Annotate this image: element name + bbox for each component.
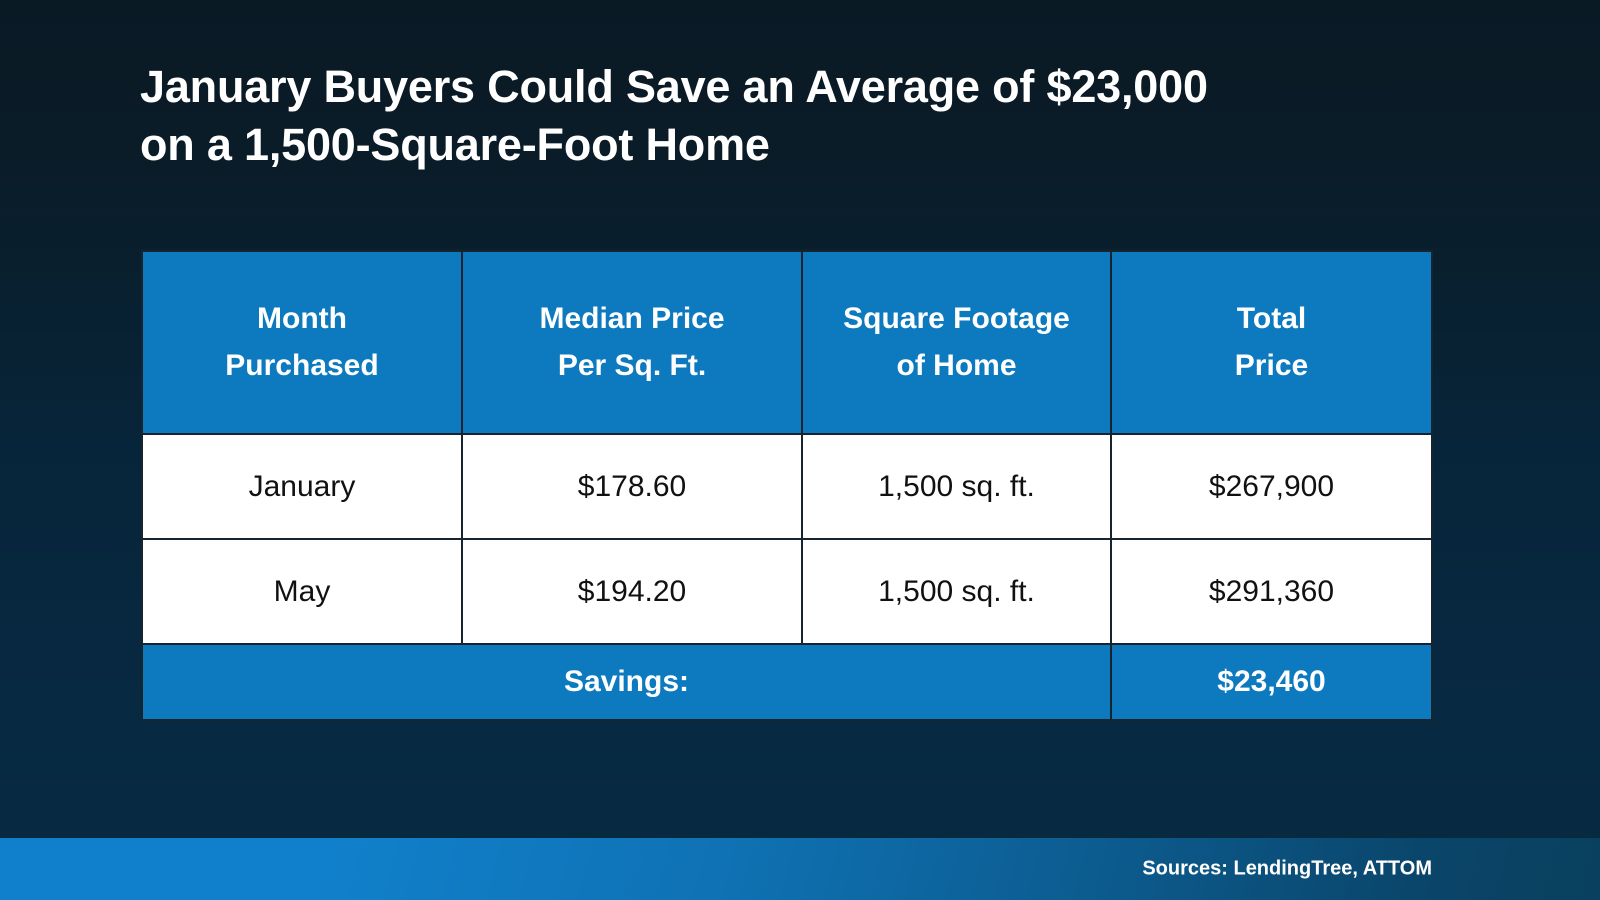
table-footer: Savings: $23,460	[141, 643, 1433, 721]
page-title: January Buyers Could Save an Average of …	[140, 58, 1440, 173]
cell-month: January	[141, 433, 463, 540]
column-header-square-footage-line2: of Home	[896, 348, 1017, 382]
table-body: January $178.60 1,500 sq. ft. $267,900 M…	[141, 433, 1433, 645]
column-header-median-price: Median Price Per Sq. Ft.	[461, 250, 803, 435]
table-header: Month Purchased Median Price Per Sq. Ft.…	[141, 250, 1433, 435]
table-header-row: Month Purchased Median Price Per Sq. Ft.…	[141, 250, 1433, 435]
column-header-square-footage: Square Footage of Home	[801, 250, 1112, 435]
column-header-total-price: Total Price	[1110, 250, 1433, 435]
cell-square-footage: 1,500 sq. ft.	[801, 433, 1112, 540]
savings-row: Savings: $23,460	[141, 643, 1433, 721]
cell-square-footage: 1,500 sq. ft.	[801, 538, 1112, 645]
cell-total-price: $291,360	[1110, 538, 1433, 645]
column-header-median-price-line1: Median Price	[539, 302, 725, 335]
savings-comparison-table: Month Purchased Median Price Per Sq. Ft.…	[141, 250, 1433, 721]
title-line-1: January Buyers Could Save an Average of …	[140, 61, 1208, 112]
cell-median-price-per-sqft: $194.20	[461, 538, 803, 645]
cell-total-price: $267,900	[1110, 433, 1433, 540]
sources-label: Sources: LendingTree, ATTOM	[1142, 857, 1432, 880]
savings-value: $23,460	[1110, 643, 1433, 721]
footer-bar: Sources: LendingTree, ATTOM	[0, 838, 1600, 900]
column-header-month-purchased-line1: Month	[257, 302, 347, 335]
column-header-month-purchased-line2: Purchased	[225, 348, 379, 382]
cell-median-price-per-sqft: $178.60	[461, 433, 803, 540]
title-line-2: on a 1,500-Square-Foot Home	[140, 118, 770, 170]
column-header-month-purchased: Month Purchased	[141, 250, 463, 435]
column-header-total-price-line2: Price	[1234, 348, 1309, 382]
savings-label: Savings:	[141, 643, 1112, 721]
table-row: May $194.20 1,500 sq. ft. $291,360	[141, 538, 1433, 645]
column-header-square-footage-line1: Square Footage	[843, 302, 1070, 335]
table-row: January $178.60 1,500 sq. ft. $267,900	[141, 433, 1433, 540]
column-header-median-price-line2: Per Sq. Ft.	[557, 348, 707, 382]
cell-month: May	[141, 538, 463, 645]
column-header-total-price-line1: Total	[1236, 302, 1307, 335]
